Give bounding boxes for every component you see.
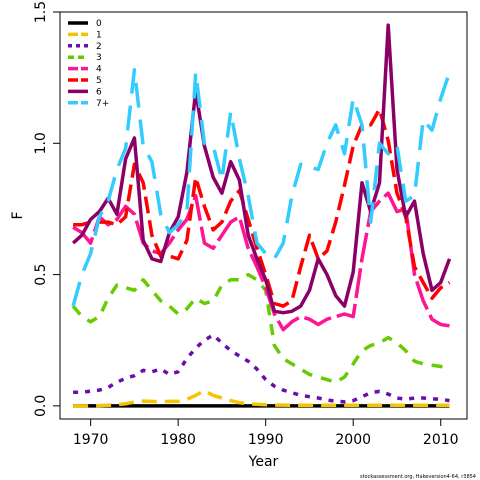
x-tick-label: 1980 [160, 432, 196, 448]
x-tick-label: 2000 [335, 432, 371, 448]
plot-background [60, 12, 467, 419]
series-line-4 [72, 191, 450, 332]
legend-label: 2 [96, 42, 102, 52]
x-axis-title: Year [248, 454, 279, 470]
x-tick-label: 2010 [423, 432, 459, 448]
series-line-3 [71, 272, 450, 384]
y-tick-label: 1.0 [33, 132, 49, 154]
series-line-6 [71, 23, 452, 315]
series-line-7plus [71, 68, 452, 307]
x-tick-label: 1970 [73, 432, 109, 448]
y-tick-label: 0.5 [33, 263, 49, 285]
legend-label: 4 [96, 65, 102, 75]
y-tick-label: 1.5 [33, 1, 49, 23]
legend-label: 3 [96, 53, 102, 63]
legend-label: 0 [96, 19, 102, 29]
plot-frame [59, 11, 468, 420]
y-tick-label: 0.0 [33, 395, 49, 417]
legend-label: 7+ [96, 99, 109, 109]
series-layer [71, 23, 452, 408]
legend-label: 1 [96, 30, 102, 40]
legend-label: 6 [96, 87, 102, 97]
x-tick-label: 1990 [248, 432, 284, 448]
axis-layer: 1970 1980 1990 2000 2010 0.0 0.5 1.0 1.5 [33, 1, 459, 448]
series-line-2 [73, 333, 450, 404]
legend: 01 23 456 7+ [68, 19, 109, 109]
footnote: stockassessment.org, Hakeversion4-64, r3… [360, 474, 476, 480]
series-line-1 [73, 388, 450, 408]
legend-label: 5 [96, 76, 102, 86]
y-axis-title: F [10, 211, 26, 219]
